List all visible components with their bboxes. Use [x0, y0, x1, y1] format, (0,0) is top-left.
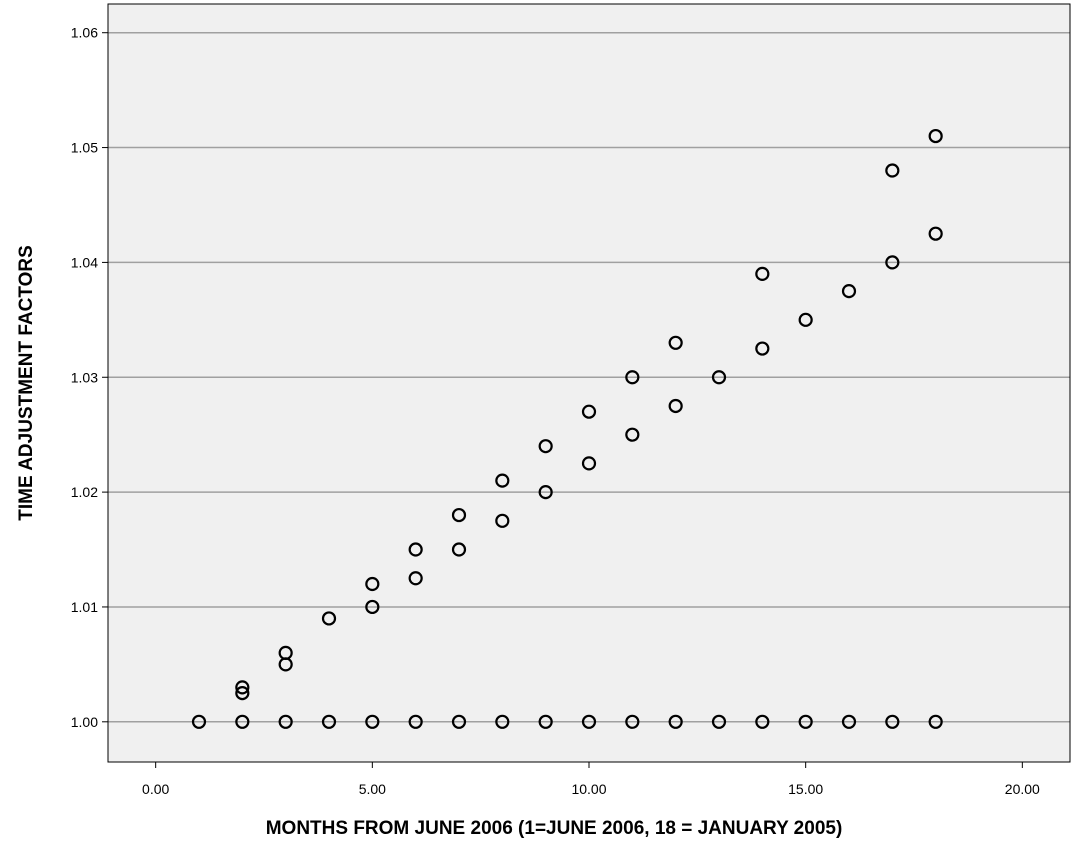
x-tick-label: 5.00	[359, 781, 386, 797]
x-tick-label: 10.00	[571, 781, 606, 797]
y-tick-label: 1.05	[71, 140, 98, 156]
x-tick-label: 20.00	[1005, 781, 1040, 797]
y-tick-label: 1.06	[71, 25, 98, 41]
y-tick-label: 1.02	[71, 484, 98, 500]
x-axis: 0.00 5.00 10.00 15.00 20.00	[142, 762, 1040, 797]
y-tick-label: 1.04	[71, 254, 98, 270]
y-axis: 1.00 1.01 1.02 1.03 1.04 1.05 1.06	[71, 25, 108, 730]
y-axis-title: TIME ADJUSTMENT FACTORS	[16, 245, 37, 521]
x-tick-label: 15.00	[788, 781, 823, 797]
x-tick-label: 0.00	[142, 781, 169, 797]
x-axis-title: MONTHS FROM JUNE 2006 (1=JUNE 2006, 18 =…	[266, 818, 843, 839]
plot-area	[108, 4, 1070, 762]
y-tick-label: 1.01	[71, 599, 98, 615]
y-tick-label: 1.00	[71, 714, 98, 730]
y-tick-label: 1.03	[71, 369, 98, 385]
